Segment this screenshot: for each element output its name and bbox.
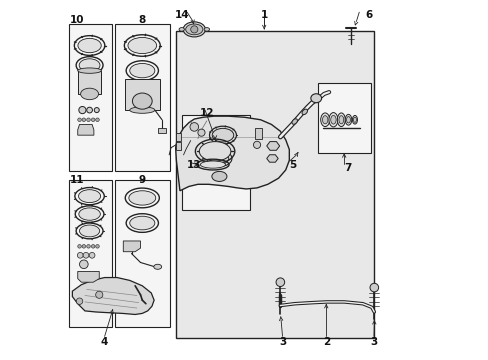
Ellipse shape xyxy=(337,113,345,127)
Bar xyxy=(125,78,159,110)
Ellipse shape xyxy=(79,208,100,220)
Circle shape xyxy=(77,252,83,258)
Bar xyxy=(175,142,181,149)
Ellipse shape xyxy=(200,161,225,168)
Text: 13: 13 xyxy=(187,160,201,170)
Ellipse shape xyxy=(179,28,184,31)
Ellipse shape xyxy=(183,22,205,37)
Bar xyxy=(176,31,373,338)
Bar xyxy=(115,180,170,327)
Ellipse shape xyxy=(320,113,329,127)
Circle shape xyxy=(96,244,99,248)
Text: 14: 14 xyxy=(174,10,189,20)
Ellipse shape xyxy=(310,94,321,103)
Ellipse shape xyxy=(330,116,335,124)
Bar xyxy=(78,71,101,94)
Circle shape xyxy=(79,107,86,114)
Polygon shape xyxy=(175,116,289,191)
Polygon shape xyxy=(78,125,94,135)
Circle shape xyxy=(253,141,260,148)
Circle shape xyxy=(86,118,90,122)
Text: 1: 1 xyxy=(260,10,267,20)
Circle shape xyxy=(78,118,81,122)
Text: 11: 11 xyxy=(69,175,84,185)
Polygon shape xyxy=(78,271,99,282)
Circle shape xyxy=(83,252,89,258)
Ellipse shape xyxy=(328,113,337,127)
Text: 2: 2 xyxy=(322,337,329,347)
Ellipse shape xyxy=(128,191,155,205)
Text: 12: 12 xyxy=(199,108,214,118)
Ellipse shape xyxy=(129,107,155,113)
Ellipse shape xyxy=(353,117,356,122)
Ellipse shape xyxy=(79,190,101,203)
Circle shape xyxy=(86,244,90,248)
Polygon shape xyxy=(266,155,278,162)
Circle shape xyxy=(91,118,95,122)
Ellipse shape xyxy=(132,93,152,109)
Ellipse shape xyxy=(338,116,343,124)
Circle shape xyxy=(94,108,99,113)
Circle shape xyxy=(82,118,85,122)
Circle shape xyxy=(78,244,81,248)
Ellipse shape xyxy=(210,153,228,165)
Text: 7: 7 xyxy=(344,163,351,173)
Bar xyxy=(175,134,181,140)
Ellipse shape xyxy=(129,63,155,78)
Circle shape xyxy=(276,278,284,287)
Circle shape xyxy=(89,252,95,258)
Circle shape xyxy=(190,26,198,33)
Circle shape xyxy=(82,244,85,248)
Polygon shape xyxy=(123,241,140,252)
Polygon shape xyxy=(72,278,154,315)
Text: 10: 10 xyxy=(69,15,84,25)
Circle shape xyxy=(198,129,204,136)
Ellipse shape xyxy=(322,116,327,124)
Ellipse shape xyxy=(203,28,209,31)
Circle shape xyxy=(86,107,92,113)
Ellipse shape xyxy=(153,264,162,269)
Circle shape xyxy=(96,118,99,122)
Ellipse shape xyxy=(291,119,297,124)
Ellipse shape xyxy=(79,59,100,72)
Bar xyxy=(255,128,262,139)
Circle shape xyxy=(80,260,88,269)
Ellipse shape xyxy=(352,116,357,124)
Bar xyxy=(182,116,249,211)
Text: 3: 3 xyxy=(278,337,285,347)
Text: 8: 8 xyxy=(139,15,145,25)
Circle shape xyxy=(76,298,82,305)
Text: 9: 9 xyxy=(139,175,145,185)
Ellipse shape xyxy=(185,24,203,35)
Text: 3: 3 xyxy=(369,337,376,347)
Ellipse shape xyxy=(129,216,155,230)
Ellipse shape xyxy=(211,171,226,181)
Circle shape xyxy=(96,291,102,298)
Text: 6: 6 xyxy=(365,10,372,20)
Ellipse shape xyxy=(302,109,307,114)
Circle shape xyxy=(91,244,95,248)
Bar xyxy=(69,24,112,171)
Circle shape xyxy=(369,283,378,292)
Ellipse shape xyxy=(78,68,101,73)
Ellipse shape xyxy=(199,141,230,161)
Circle shape xyxy=(190,123,198,131)
Ellipse shape xyxy=(78,39,101,53)
Ellipse shape xyxy=(81,88,99,100)
Bar xyxy=(317,83,370,153)
Text: 5: 5 xyxy=(289,160,296,170)
Ellipse shape xyxy=(80,225,100,237)
Ellipse shape xyxy=(345,114,351,125)
Bar xyxy=(69,180,112,327)
Bar xyxy=(158,128,166,134)
Ellipse shape xyxy=(346,117,350,123)
Ellipse shape xyxy=(212,129,233,142)
Text: 4: 4 xyxy=(101,337,108,347)
Polygon shape xyxy=(266,141,279,150)
Ellipse shape xyxy=(128,37,156,54)
Bar xyxy=(115,24,170,171)
